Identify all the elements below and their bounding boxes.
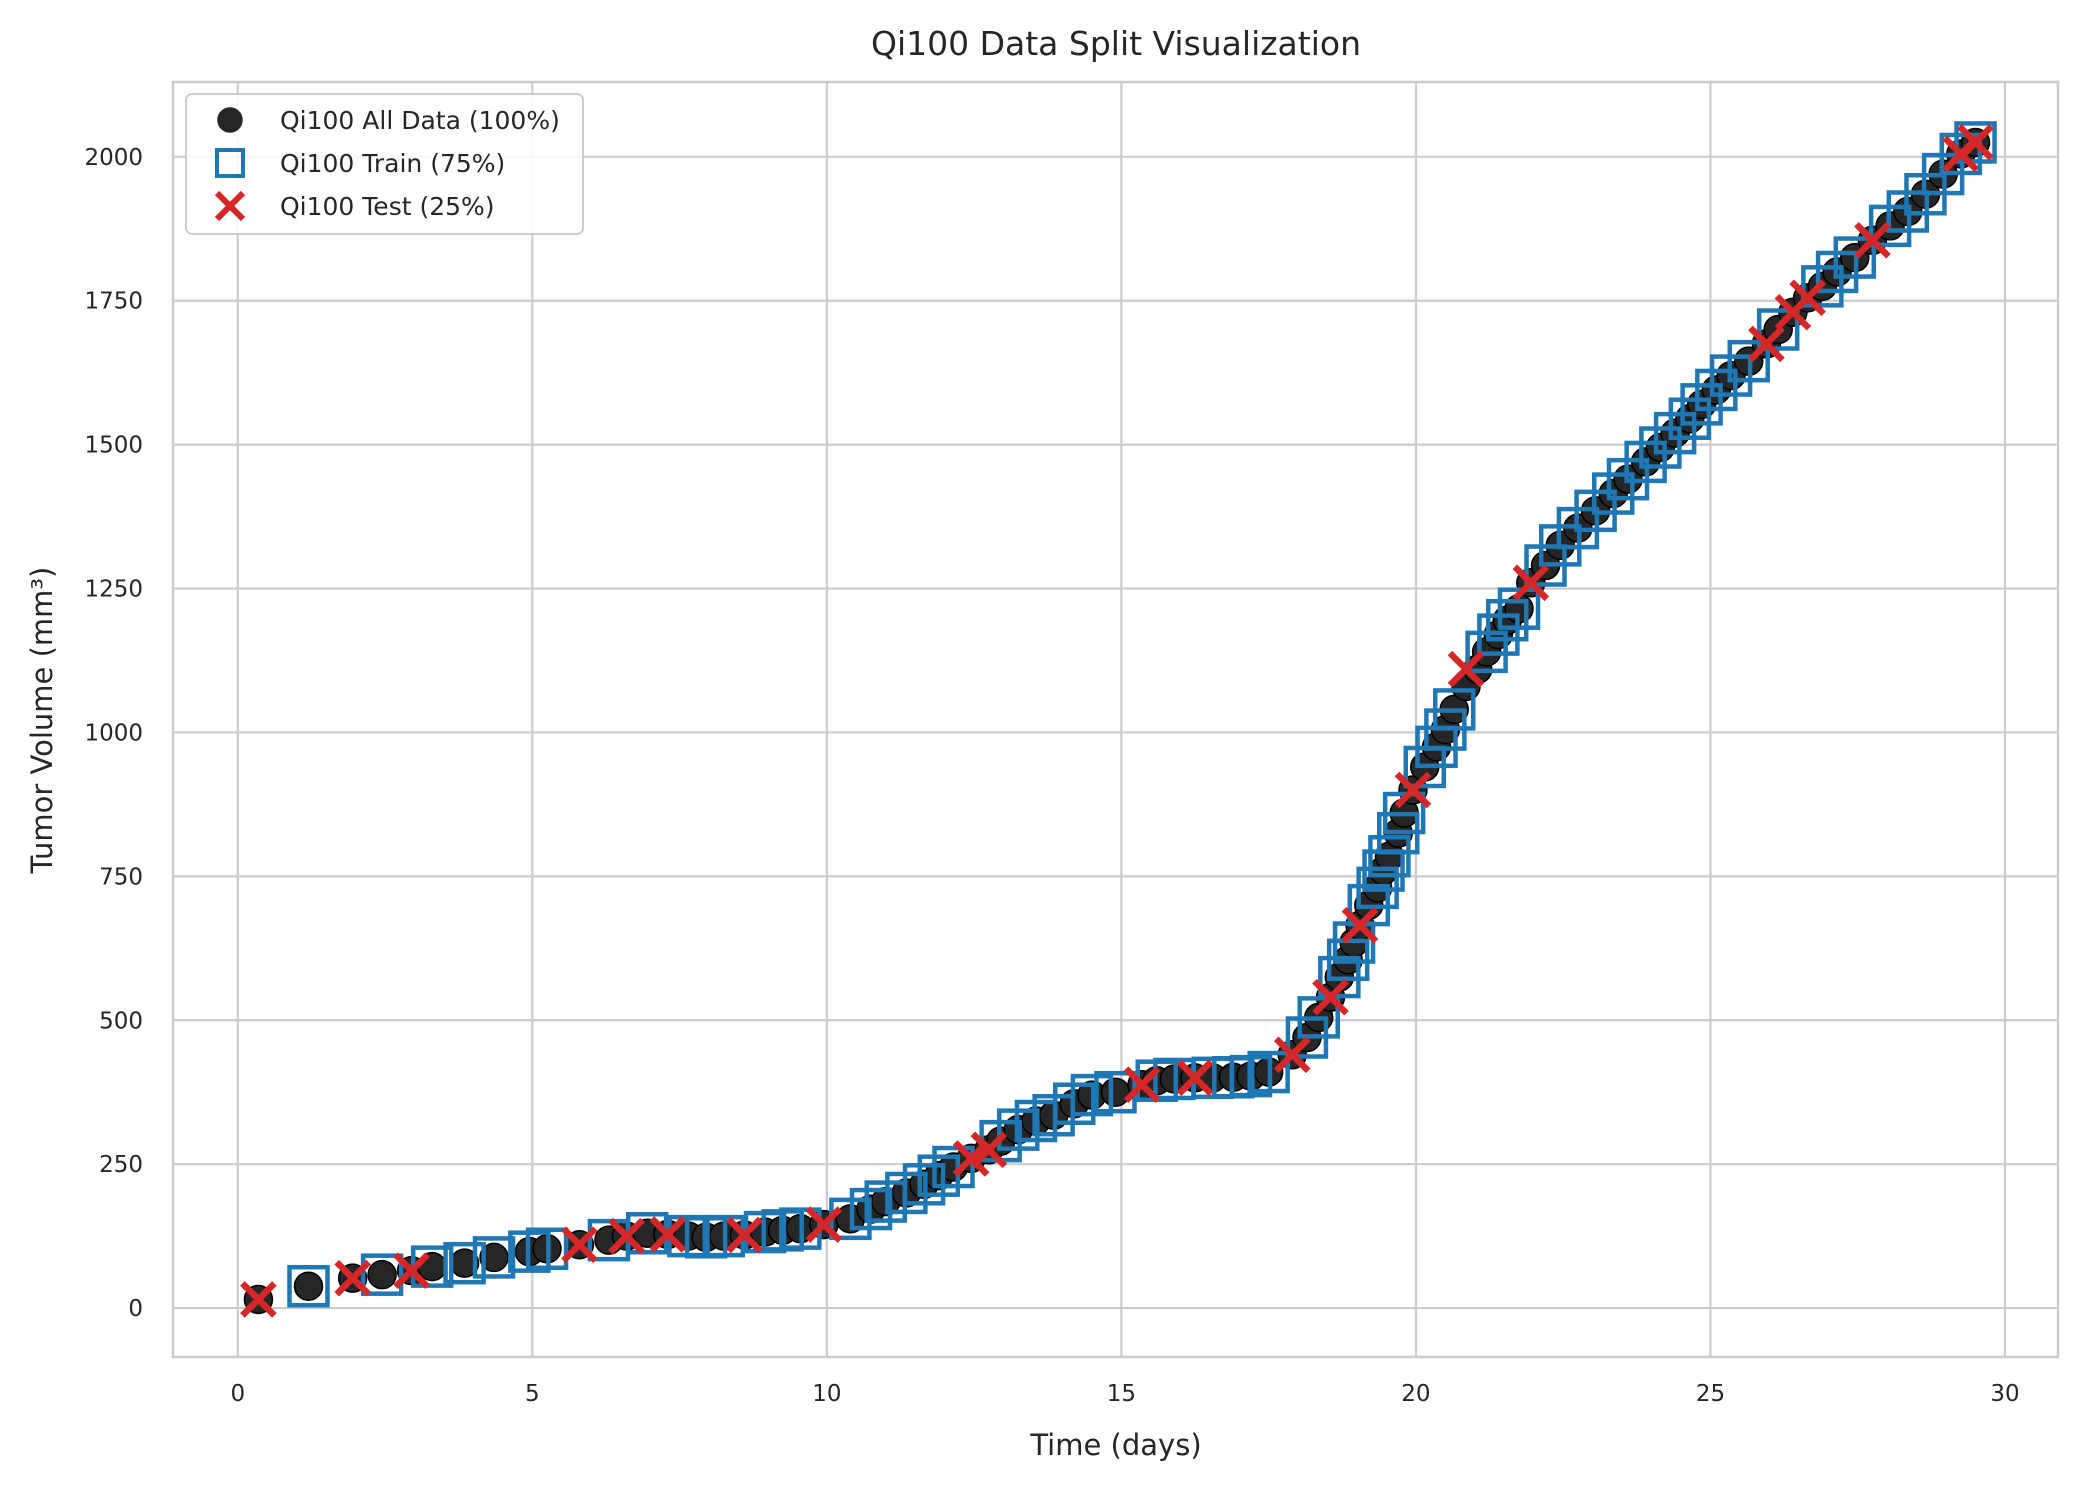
x-tick-label: 25 <box>1696 1381 1725 1407</box>
chart-title: Qi100 Data Split Visualization <box>871 24 1361 63</box>
test-point <box>1176 1059 1214 1097</box>
test-point <box>1312 978 1349 1016</box>
x-axis-title: Time (days) <box>1029 1428 1201 1462</box>
x-tick-label: 15 <box>1107 1381 1136 1407</box>
y-tick-label: 0 <box>128 1296 143 1322</box>
grid-lines <box>173 82 2058 1357</box>
train-point <box>1939 132 1983 176</box>
x-tick-label: 20 <box>1401 1381 1430 1407</box>
train-point <box>1485 598 1529 642</box>
y-tick-label: 1000 <box>84 720 143 746</box>
train-point <box>1624 440 1667 484</box>
train-point <box>1497 587 1541 630</box>
train-point <box>1801 265 1844 308</box>
y-tick-label: 750 <box>99 864 143 890</box>
legend-label-train: Qi100 Train (75%) <box>280 149 505 178</box>
train-point <box>1432 688 1476 731</box>
train-point <box>1368 834 1411 878</box>
train-point <box>287 1264 330 1308</box>
train-point <box>1639 426 1682 469</box>
train-point <box>1695 368 1738 412</box>
test-point <box>1123 1066 1161 1104</box>
test-point <box>726 1216 763 1254</box>
legend-box <box>185 93 584 235</box>
test-point <box>1394 771 1432 809</box>
tick-labels: 0 5 10 15 20 25 30 0 250 500 750 1000 1250 1500 1750 20… <box>84 145 2019 1407</box>
train-point <box>849 1187 893 1231</box>
train-point <box>360 1253 404 1296</box>
test-point <box>334 1259 371 1297</box>
y-tick-label: 2000 <box>84 145 143 171</box>
x-tick-label: 0 <box>230 1381 245 1407</box>
all-data-point <box>1100 1077 1131 1107</box>
data-points <box>240 121 1997 1318</box>
y-tick-label: 1250 <box>84 577 143 603</box>
test-point <box>608 1217 645 1255</box>
x-tick-label: 10 <box>812 1381 841 1407</box>
y-tick-label: 250 <box>99 1152 143 1178</box>
legend-label-test: Qi100 Test (25%) <box>280 192 495 221</box>
x-tick-label: 30 <box>1990 1381 2019 1407</box>
train-point <box>472 1236 516 1279</box>
train-point <box>1680 383 1723 426</box>
legend: Qi100 All Data (100%) Qi100 Train (75%) … <box>185 93 584 235</box>
test-point <box>1512 564 1550 602</box>
test-point <box>1957 124 1994 161</box>
y-tick-label: 1750 <box>84 289 143 315</box>
train-point <box>1653 411 1697 455</box>
all-data-point <box>367 1259 397 1290</box>
test-point <box>240 1281 277 1318</box>
test-point <box>805 1206 843 1243</box>
legend-circle-marker <box>217 107 243 133</box>
legend-label-all: Qi100 All Data (100%) <box>280 106 560 135</box>
train-point <box>1297 996 1340 1039</box>
y-tick-label: 1500 <box>84 433 143 459</box>
all-data-point <box>293 1271 324 1301</box>
train-point <box>1668 397 1712 440</box>
train-point <box>1727 339 1770 383</box>
train-point <box>932 1145 975 1189</box>
train-point <box>1382 791 1426 835</box>
train-point <box>1070 1073 1114 1117</box>
test-point <box>1748 325 1785 363</box>
legend-square-marker <box>215 148 245 178</box>
test-point <box>1341 906 1379 944</box>
test-point <box>970 1131 1008 1169</box>
test-point <box>393 1252 430 1289</box>
test-point <box>1789 279 1826 317</box>
test-point <box>952 1140 990 1177</box>
y-axis-title: Tumor Volume (mm³) <box>25 567 59 875</box>
test-point <box>561 1226 598 1264</box>
train-point <box>443 1241 486 1285</box>
x-tick-label: 5 <box>525 1381 540 1407</box>
train-point <box>1954 121 1997 164</box>
y-tick-label: 500 <box>99 1008 143 1034</box>
test-point <box>1854 221 1891 259</box>
plot-frame <box>171 80 2060 1359</box>
train-point <box>525 1227 569 1271</box>
test-point <box>649 1216 687 1253</box>
all-data-point <box>479 1242 509 1273</box>
test-point <box>1447 650 1485 688</box>
train-point <box>1833 236 1877 279</box>
train-point <box>1247 1050 1290 1094</box>
train-point <box>1756 308 1800 351</box>
train-point <box>1592 472 1635 515</box>
legend-x-marker <box>214 190 246 222</box>
test-point <box>1273 1036 1311 1074</box>
